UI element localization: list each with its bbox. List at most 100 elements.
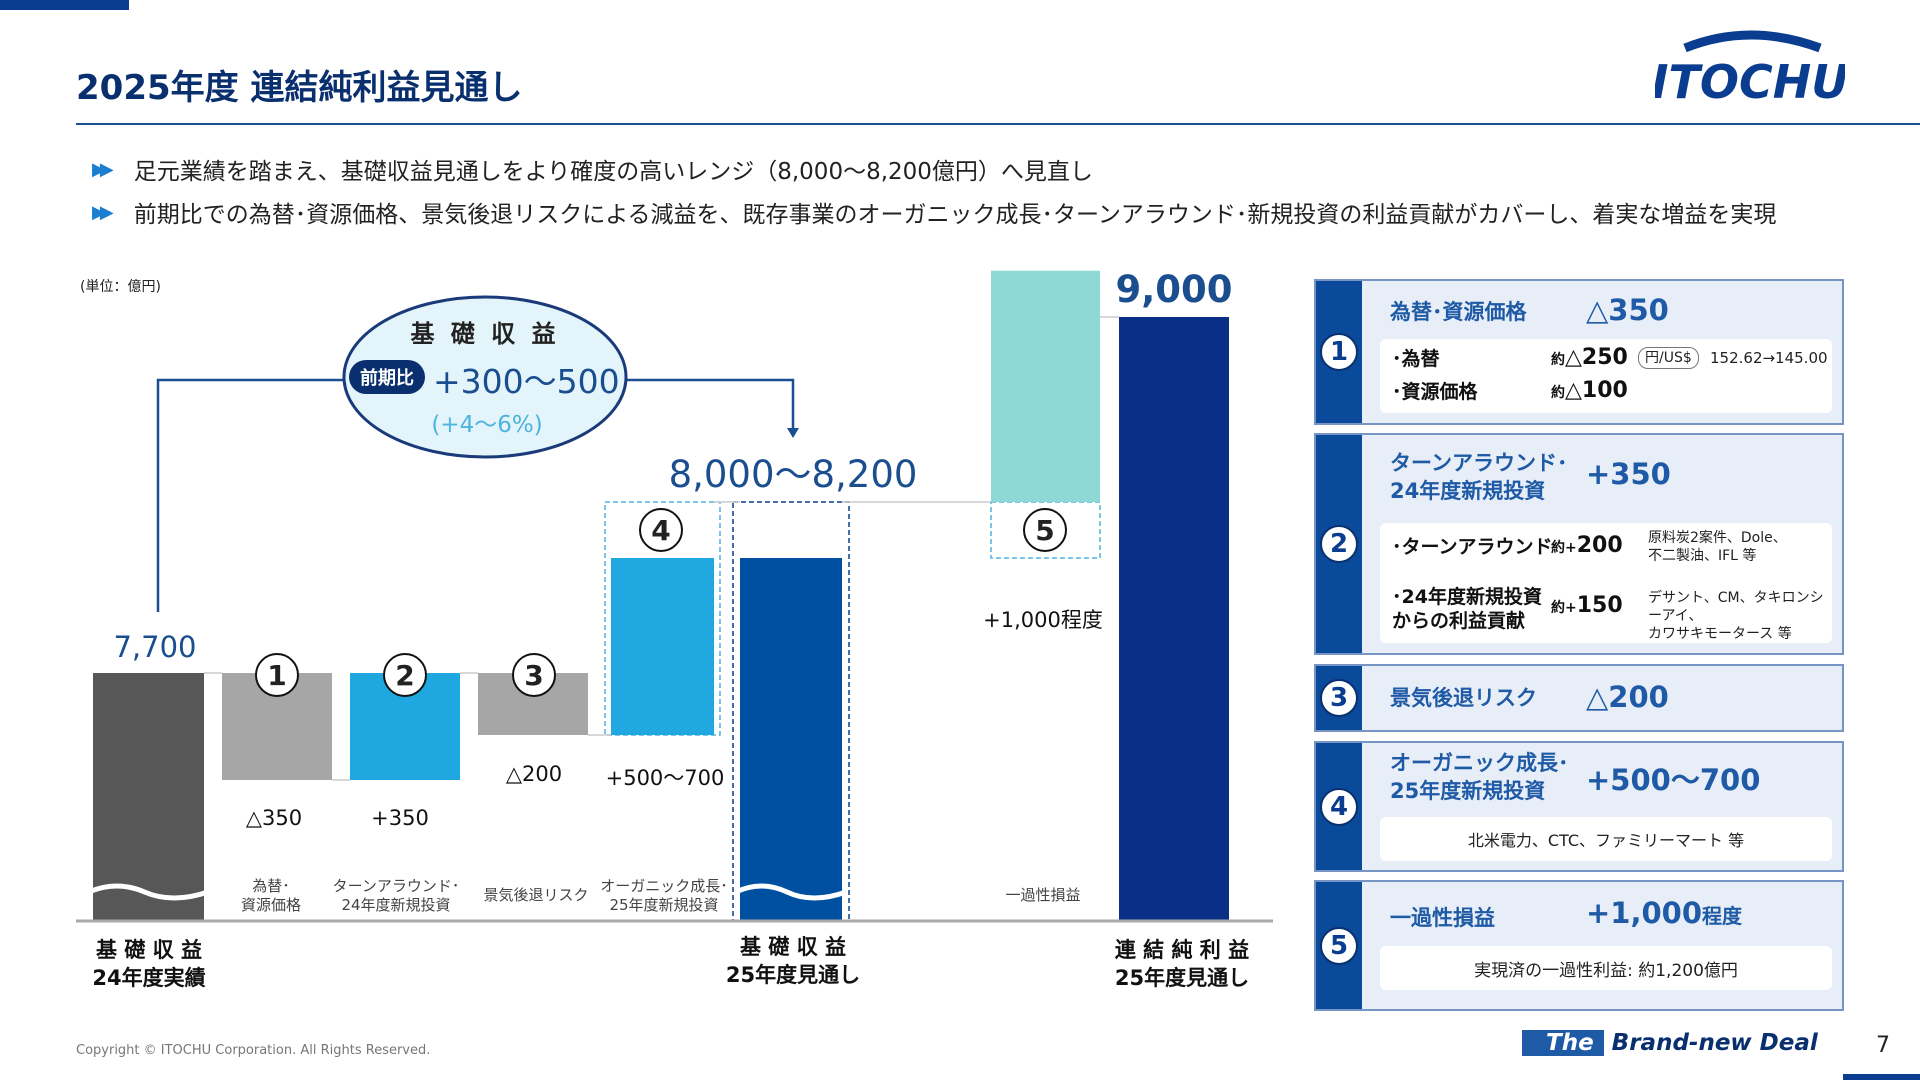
label-step4: +500〜700	[605, 766, 725, 790]
note-line: デサント、CM、タキロンシーアイ、	[1648, 590, 1824, 624]
axis-break-icon	[734, 883, 847, 901]
label-base24: 7,700	[113, 630, 197, 664]
label-base25: 8,000〜8,200	[668, 453, 918, 496]
panel-value: +350	[1586, 457, 1671, 491]
callout-title: 基 礎 収 益	[410, 320, 560, 348]
step-number-5: 5	[1023, 508, 1067, 552]
bar-total	[1119, 317, 1229, 921]
panel-2: 2 ターンアラウンド･ 24年度新規投資 +350 ･ターンアラウンド 約+200…	[1314, 433, 1844, 655]
label-line: からの利益貢献	[1392, 610, 1526, 632]
panel-title: オーガニック成長･ 25年度新規投資	[1390, 749, 1569, 805]
brand-the: The	[1522, 1030, 1604, 1056]
amount-value: △100	[1565, 378, 1628, 403]
bottom-label-base25: 基 礎 収 益 25年度見通し	[726, 933, 860, 989]
panel-value: +500〜700	[1586, 763, 1761, 797]
panel-detail: 北米電力、CTC、ファミリーマート 等	[1380, 817, 1832, 861]
panel-title: ターンアラウンド･ 24年度新規投資	[1390, 449, 1567, 505]
label-step1: △350	[245, 806, 303, 830]
copyright: Copyright © ITOCHU Corporation. All Righ…	[76, 1043, 431, 1058]
brand-text: Brand-new Deal	[1611, 1030, 1818, 1056]
note-line: 不二製油、IFL 等	[1648, 548, 1757, 564]
title-line: オーガニック成長･	[1390, 751, 1569, 775]
category-line: 25年度新規投資	[609, 896, 719, 914]
category-step1: 為替･ 資源価格	[241, 877, 301, 915]
amount-prefix: 約+	[1551, 540, 1577, 556]
bottom-label-line: 基 礎 収 益	[96, 938, 202, 962]
panel-detail: ･ターンアラウンド 約+200 原料炭2案件、Dole、 不二製油、IFL 等 ･…	[1380, 523, 1832, 643]
bottom-accent-bar	[1843, 1074, 1920, 1080]
item-label: ･24年度新規投資 からの利益貢献	[1392, 585, 1542, 633]
panel-value: △350	[1586, 293, 1669, 327]
bottom-label-total: 連 結 純 利 益 25年度見通し	[1115, 936, 1249, 992]
category-step5: 一過性損益	[1005, 886, 1080, 905]
panel-5: 5 一過性損益 +1,000程度 実現済の一過性利益: 約1,200億円	[1314, 880, 1844, 1011]
amount-prefix: 約	[1551, 385, 1565, 401]
top-accent-bar	[0, 0, 129, 10]
bracket-arrow-icon	[787, 428, 799, 438]
page-number: 7	[1876, 1033, 1890, 1058]
title-divider	[76, 123, 1920, 125]
category-line: 為替･	[252, 877, 290, 895]
yoy-badge: 前期比	[349, 360, 425, 394]
step-number-2: 2	[383, 653, 427, 697]
item-label: ･為替	[1392, 348, 1440, 370]
amount-value: 150	[1576, 593, 1623, 618]
item-label: ･ターンアラウンド	[1392, 536, 1553, 558]
item-amount: 約△100	[1551, 378, 1628, 403]
item-note: 原料炭2案件、Dole、 不二製油、IFL 等	[1648, 529, 1787, 565]
title-line: ターンアラウンド･	[1390, 451, 1568, 475]
callout-ellipse	[342, 295, 628, 459]
bottom-label-line: 基 礎 収 益	[740, 935, 846, 959]
panel-number: 5	[1320, 926, 1358, 965]
panel-title: 為替･資源価格	[1390, 300, 1527, 324]
title-line: 24年度新規投資	[1390, 479, 1546, 503]
bottom-label-line: 24年度実績	[92, 966, 206, 990]
bullet-1: ▶▶ 足元業績を踏まえ、基礎収益見通しをより確度の高いレンジ（8,000〜8,20…	[92, 152, 1093, 186]
fx-rate-note: 152.62→145.00	[1710, 349, 1828, 367]
title-line: 25年度新規投資	[1390, 779, 1546, 803]
bullet-2: ▶▶ 前期比での為替･資源価格、景気後退リスクによる減益を、既存事業のオーガニック…	[92, 195, 1776, 229]
bar-base24	[93, 673, 204, 921]
panel-detail: ･為替 約△250 円/US$ 152.62→145.00 ･資源価格 約△10…	[1380, 339, 1832, 413]
range-box-s4	[604, 501, 721, 736]
bottom-label-base24: 基 礎 収 益 24年度実績	[92, 936, 205, 992]
step-number-3: 3	[512, 653, 556, 697]
category-line: 一過性損益	[1005, 886, 1081, 904]
item-amount: 約+150	[1551, 593, 1623, 618]
label-step5: +1,000程度	[983, 608, 1103, 632]
currency-tag: 円/US$	[1638, 347, 1699, 369]
itochu-logo: ITOCHU	[1655, 30, 1845, 106]
bottom-label-line: 25年度見通し	[1114, 966, 1250, 990]
item-amount: 約+200	[1551, 533, 1623, 558]
value-number: +1,000	[1586, 896, 1703, 930]
note-line: カワサキモータース 等	[1648, 626, 1792, 642]
amount-prefix: 約	[1551, 352, 1565, 368]
category-line: 資源価格	[240, 896, 302, 914]
bottom-label-line: 25年度見通し	[725, 963, 861, 987]
note-line: 原料炭2案件、Dole、	[1648, 530, 1787, 546]
amount-prefix: 約+	[1551, 600, 1577, 616]
label-step2: +350	[371, 806, 429, 830]
bar-s5	[991, 270, 1100, 502]
panel-number: 2	[1320, 525, 1358, 563]
panel-title: 一過性損益	[1390, 906, 1495, 930]
panel-detail: 実現済の一過性利益: 約1,200億円	[1380, 946, 1832, 990]
panel-number: 1	[1320, 333, 1358, 371]
category-line: 24年度新規投資	[341, 896, 451, 914]
category-line: オーガニック成長･	[600, 877, 728, 895]
range-box-s5	[990, 501, 1101, 559]
unit-label: (単位：億円)	[80, 279, 161, 295]
axis-break-icon	[88, 883, 209, 901]
label-total: 9,000	[1115, 268, 1233, 311]
panel-value: △200	[1586, 680, 1669, 714]
item-note: デサント、CM、タキロンシーアイ、カワサキモータース 等	[1648, 589, 1832, 643]
category-step2: ターンアラウンド･ 24年度新規投資	[333, 877, 460, 915]
callout-range: +300〜500	[433, 362, 620, 401]
callout-bracket	[156, 378, 795, 612]
label-step3: △200	[505, 762, 563, 786]
step-number-4: 4	[639, 508, 683, 552]
svg-text:ITOCHU: ITOCHU	[1655, 55, 1845, 106]
panel-4: 4 オーガニック成長･ 25年度新規投資 +500〜700 北米電力、CTC、ファ…	[1314, 741, 1844, 872]
item-amount: 約△250	[1551, 345, 1628, 370]
category-line: 景気後退リスク	[483, 886, 589, 904]
